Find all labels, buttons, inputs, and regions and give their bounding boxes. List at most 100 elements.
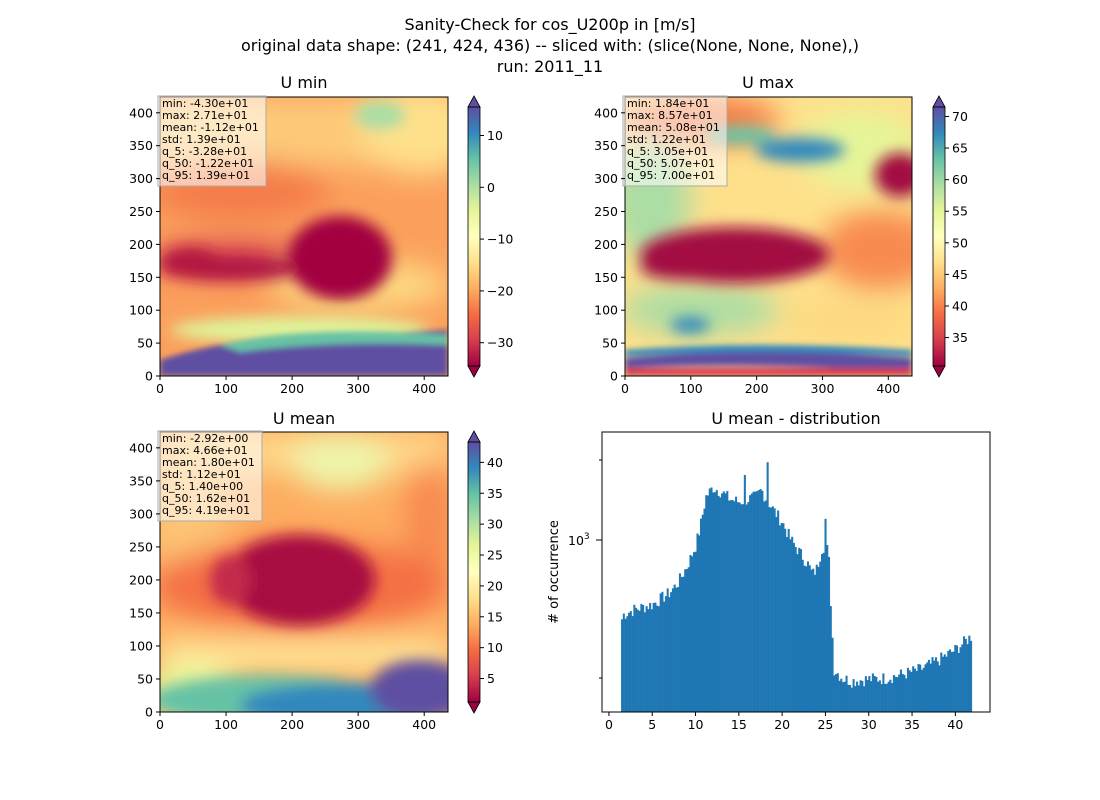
- y-tick-label: 300: [129, 506, 153, 521]
- x-tick-label: 300: [346, 717, 370, 732]
- x-tick-label: 0: [156, 381, 164, 396]
- hist-bar: [673, 584, 676, 712]
- colorbar-tick-label: 15: [487, 609, 503, 624]
- hist-bar: [798, 547, 801, 712]
- x-tick-label: 200: [280, 717, 304, 732]
- panel-u-min: U min: [129, 73, 513, 396]
- hist-bar: [777, 510, 780, 712]
- stat-q50: q_50: -1.22e+01: [162, 157, 254, 170]
- hist-bar: [959, 647, 962, 712]
- hist-bar: [822, 552, 825, 712]
- stat-mean: mean: 5.08e+01: [627, 121, 720, 134]
- hist-bar: [887, 681, 890, 712]
- hist-bar: [899, 669, 902, 712]
- stat-q5: q_5: 3.05e+01: [627, 145, 708, 158]
- hist-bar: [819, 561, 822, 712]
- hist-bar: [940, 652, 943, 712]
- hist-bar: [941, 656, 945, 712]
- hist-bar: [671, 588, 674, 712]
- hist-bar: [926, 662, 929, 712]
- hist-bar: [759, 489, 762, 712]
- hist-bar: [885, 683, 888, 712]
- hist-bar: [898, 674, 901, 712]
- hist-bar: [806, 561, 810, 712]
- hist-bar: [949, 649, 952, 712]
- y-tick-label: 50: [137, 336, 153, 351]
- y-tick-label: 50: [137, 671, 153, 686]
- hist-bar: [687, 567, 690, 712]
- stat-max: max: 4.66e+01: [162, 444, 248, 457]
- hist-bar: [861, 680, 864, 712]
- hist-bar: [719, 497, 722, 712]
- hist-bar: [891, 683, 894, 712]
- hist-bar: [868, 676, 871, 712]
- hist-bar: [873, 676, 876, 712]
- hist-bar: [728, 500, 731, 712]
- hist-bar: [715, 490, 718, 712]
- hist-bar: [936, 661, 939, 712]
- colorbar-tick-label: 30: [487, 517, 503, 532]
- x-tick-label: 400: [412, 717, 436, 732]
- hist-bar: [896, 677, 899, 712]
- x-tick-label: 200: [280, 381, 304, 396]
- stat-q50: q_50: 1.62e+01: [162, 492, 250, 505]
- hist-bar: [938, 665, 941, 712]
- hist-bar: [792, 542, 795, 712]
- axes-u-min: 0 100 200 300 400 0 50 100 150 200 250 300 350 400: [129, 105, 436, 396]
- hist-bar: [714, 492, 717, 712]
- hist-bar: [647, 609, 650, 712]
- hist-bar: [654, 602, 657, 712]
- hist-bar: [659, 593, 662, 712]
- hist-y-tick-1000: 103: [568, 532, 590, 548]
- y-tick-label: 0: [145, 705, 153, 720]
- hist-bar: [633, 604, 636, 712]
- hist-bar: [740, 504, 743, 712]
- hist-bar: [680, 577, 683, 712]
- hist-bar: [915, 671, 918, 712]
- hist-bar: [919, 664, 922, 712]
- colorbar-tick-label: −10: [487, 232, 513, 247]
- hist-bar: [626, 616, 629, 712]
- colorbar-tick-label: 0: [487, 180, 495, 195]
- hist-bar: [871, 673, 874, 712]
- panel-distribution: U mean - distribution 0 5 10 15 20 25 30 35 40 1…: [547, 409, 991, 732]
- hist-bar: [943, 654, 946, 712]
- hist-bar: [678, 573, 681, 712]
- hist-bar: [968, 635, 971, 712]
- hist-bar: [878, 680, 881, 712]
- hist-bar: [656, 605, 659, 712]
- hist-bar: [666, 588, 669, 712]
- hist-bar: [801, 559, 804, 712]
- hist-bar: [843, 681, 846, 712]
- colorbar-tick-label: 35: [487, 486, 503, 501]
- hist-bar: [729, 500, 732, 712]
- y-tick-label: 250: [594, 204, 618, 219]
- hist-bar: [920, 669, 924, 712]
- hist-bar: [831, 637, 834, 712]
- hist-bar: [863, 686, 866, 712]
- hist-bar: [745, 504, 748, 712]
- y-tick-label: 300: [129, 171, 153, 186]
- y-tick-label: 200: [129, 572, 153, 587]
- hist-bar: [808, 565, 811, 712]
- hist-bar: [849, 684, 852, 712]
- hist-bar: [763, 501, 766, 712]
- y-tick-label: 150: [594, 270, 618, 285]
- colorbar-tick-label: 35: [952, 330, 968, 345]
- x-tick-label: 100: [679, 381, 703, 396]
- y-tick-label: 400: [129, 440, 153, 455]
- x-tick-label: 100: [214, 717, 238, 732]
- hist-bar: [664, 596, 667, 712]
- y-tick-label: 400: [129, 105, 153, 120]
- hist-bar: [754, 491, 757, 712]
- hist-bar: [875, 676, 878, 712]
- colorbar-frame: [467, 441, 481, 703]
- stat-max: max: 2.71e+01: [162, 109, 248, 122]
- hist-bar: [696, 533, 699, 712]
- colorbar-extend-min: [932, 365, 946, 378]
- hist-bar: [820, 553, 824, 712]
- hist-bar: [847, 684, 850, 712]
- stat-std: std: 1.22e+01: [627, 133, 706, 146]
- hist-bar: [794, 546, 797, 712]
